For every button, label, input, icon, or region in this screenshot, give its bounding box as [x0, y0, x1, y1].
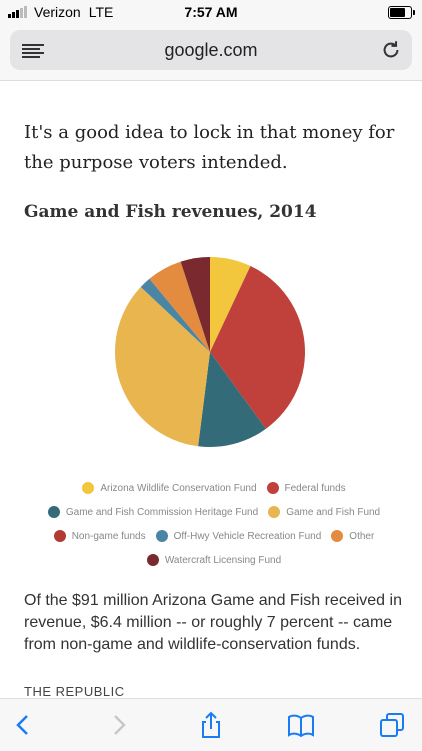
legend-item: Arizona Wildlife Conservation Fund — [82, 482, 257, 494]
pie-chart — [114, 257, 306, 447]
reload-icon[interactable] — [380, 39, 402, 61]
chart-title: Game and Fish revenues, 2014 — [24, 202, 317, 222]
carrier-name: Verizon — [34, 4, 81, 20]
carrier-info: Verizon LTE — [8, 4, 113, 20]
legend-swatch — [155, 530, 168, 542]
legend-swatch — [331, 530, 344, 542]
legend-item: Other — [331, 530, 374, 542]
pie-slice-3 — [114, 286, 210, 447]
reader-view-icon[interactable] — [22, 44, 44, 58]
address-bar[interactable]: google.com — [10, 30, 412, 70]
status-time: 7:57 AM — [184, 4, 238, 20]
status-bar: Verizon LTE 7:57 AM — [0, 0, 422, 24]
battery-icon — [388, 6, 415, 19]
legend-swatch — [268, 506, 281, 518]
battery-level — [390, 8, 405, 17]
legend-label: Arizona Wildlife Conservation Fund — [100, 482, 257, 494]
legend-item: Off-Hwy Vehicle Recreation Fund — [155, 530, 322, 542]
url-text[interactable]: google.com — [164, 40, 258, 60]
legend-row: Non-game funds Off-Hwy Vehicle Recreation… — [24, 530, 404, 542]
legend-item: Watercraft Licensing Fund — [146, 554, 282, 566]
legend-row: Game and Fish Commission Heritage Fund Ga… — [24, 506, 404, 518]
legend-label: Game and Fish Fund — [286, 506, 381, 518]
share-icon[interactable] — [197, 711, 225, 739]
tabs-icon[interactable] — [378, 711, 406, 739]
legend-label: Game and Fish Commission Heritage Fund — [65, 506, 259, 518]
chart-caption: Of the $91 million Arizona Game and Fish… — [24, 592, 402, 653]
back-icon[interactable] — [10, 711, 38, 739]
legend-item: Game and Fish Commission Heritage Fund — [47, 506, 259, 518]
forward-icon[interactable] — [104, 711, 132, 739]
legend-item: Non-game funds — [53, 530, 146, 542]
pie-slice-5 — [140, 278, 210, 352]
legend-swatch — [266, 482, 279, 494]
pie-slice-1 — [210, 266, 306, 429]
legend-row: Arizona Wildlife Conservation Fund Federa… — [24, 482, 404, 494]
pie-slice-2 — [198, 352, 266, 447]
pie-slice-6 — [149, 261, 210, 352]
legend-swatch — [82, 482, 95, 494]
network-type: LTE — [88, 4, 114, 20]
pie-slice-0 — [210, 257, 251, 352]
signal-icon — [8, 6, 27, 18]
legend-item: Game and Fish Fund — [268, 506, 380, 518]
legend-label: Other — [349, 530, 375, 542]
legend-label: Off-Hwy Vehicle Recreation Fund — [173, 530, 322, 542]
article-intro: It's a good idea to lock in that money f… — [24, 122, 395, 173]
bookmarks-icon[interactable] — [287, 711, 315, 739]
legend-label: Federal funds — [284, 482, 346, 494]
legend-swatch — [53, 530, 66, 542]
source-credit: THE REPUBLIC — [24, 684, 125, 698]
legend-label: Non-game funds — [71, 530, 146, 542]
legend-row: Watercraft Licensing Fund — [24, 554, 404, 566]
browser-nav-bar: google.com — [0, 24, 422, 81]
legend-swatch — [47, 506, 60, 518]
legend-swatch — [146, 554, 159, 566]
legend-item: Federal funds — [266, 482, 346, 494]
legend-label: Watercraft Licensing Fund — [164, 554, 282, 566]
page-content: It's a good idea to lock in that money f… — [0, 80, 422, 698]
browser-toolbar — [0, 698, 422, 751]
pie-slice-7 — [180, 257, 210, 352]
